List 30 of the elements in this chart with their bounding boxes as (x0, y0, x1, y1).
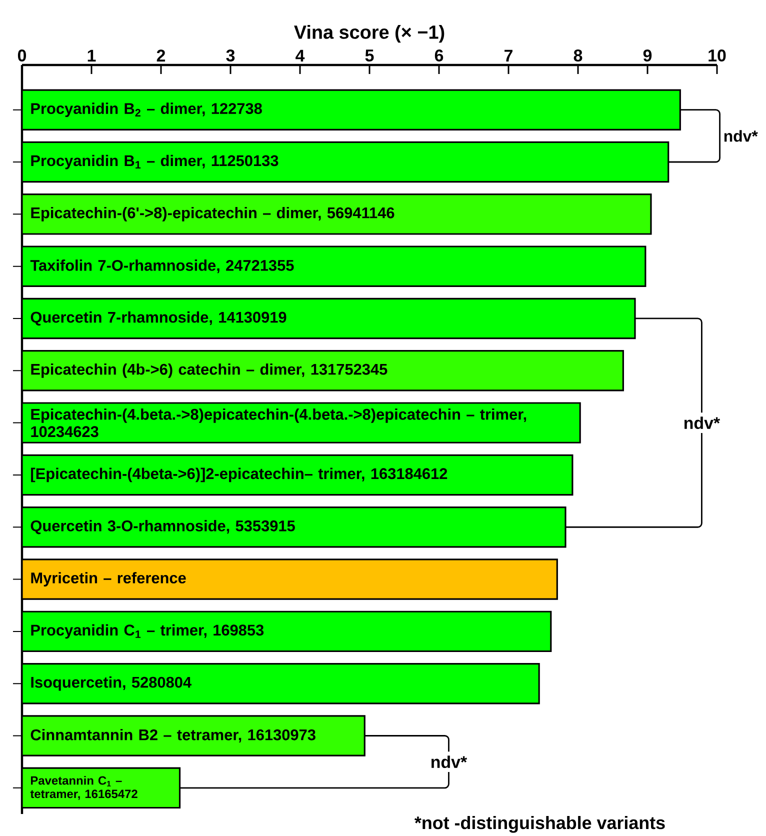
y-tick-label: Procyanidin B$_{2}$ – dimer, 122738 (31, 102, 262, 118)
y-tick-label: Procyanidin B$_{1}$ – dimer, 11250133 (31, 154, 278, 170)
x-axis-title: Vina score (× −1) (294, 24, 444, 43)
text: ndv* (724, 130, 758, 142)
x-tick-label: 0 (18, 49, 26, 62)
y-tick-label: Epicatechin-(6'->8)-epicatechin – dimer, 56941146 (31, 206, 394, 222)
y-tick-label: Epicatechin (4b->6) catechin – dimer, 131752345 (31, 363, 388, 378)
x-tick-label: 9 (643, 49, 652, 62)
x-tick-label: 6 (434, 49, 444, 62)
x-tick-label: 5 (365, 50, 374, 62)
x-tick-label: 1 (88, 50, 96, 62)
y-tick-label: Pavetannin C$_{1}$ – tetramer, 16165472 (30, 776, 138, 800)
y-tick-label: Myricetin – reference (31, 572, 186, 586)
y-tick-label: Quercetin 3-O-rhamnoside, 5353915 (30, 520, 295, 534)
y-tick-label: [Epicatechin-(4beta->6)]2-epicatechin– trimer, 163184612 (31, 468, 448, 482)
annotation: ndv* (431, 756, 468, 768)
y-tick-label: Isoquercetin, 5280804 (31, 676, 192, 691)
y-tick-label: Cinnamtannin B2 – tetramer, 16130973 (30, 728, 316, 743)
x-tick-label: 7 (504, 50, 512, 62)
annotation: ndv* (684, 416, 720, 430)
x-tick-label: 8 (574, 49, 582, 62)
x-tick-label: 4 (296, 50, 305, 62)
y-tick-label: Procyanidin C$_{1}$ – trimer, 169853 (31, 624, 264, 639)
x-tick-label: 10 (708, 49, 726, 62)
x-tick-label: 3 (226, 49, 235, 62)
y-tick-label: Epicatechin-(4.beta.->8)epicatechin-(4.beta.->8)epicatechin – trimer, 10234623 (31, 408, 526, 438)
text: *not -distinguishable variants (414, 816, 665, 833)
y-tick-label: Quercetin 7-rhamnoside, 14130919 (30, 311, 286, 326)
y-tick-label: Taxifolin 7-O-rhamnoside, 24721355 (30, 260, 294, 274)
x-tick-label: 2 (156, 50, 166, 62)
